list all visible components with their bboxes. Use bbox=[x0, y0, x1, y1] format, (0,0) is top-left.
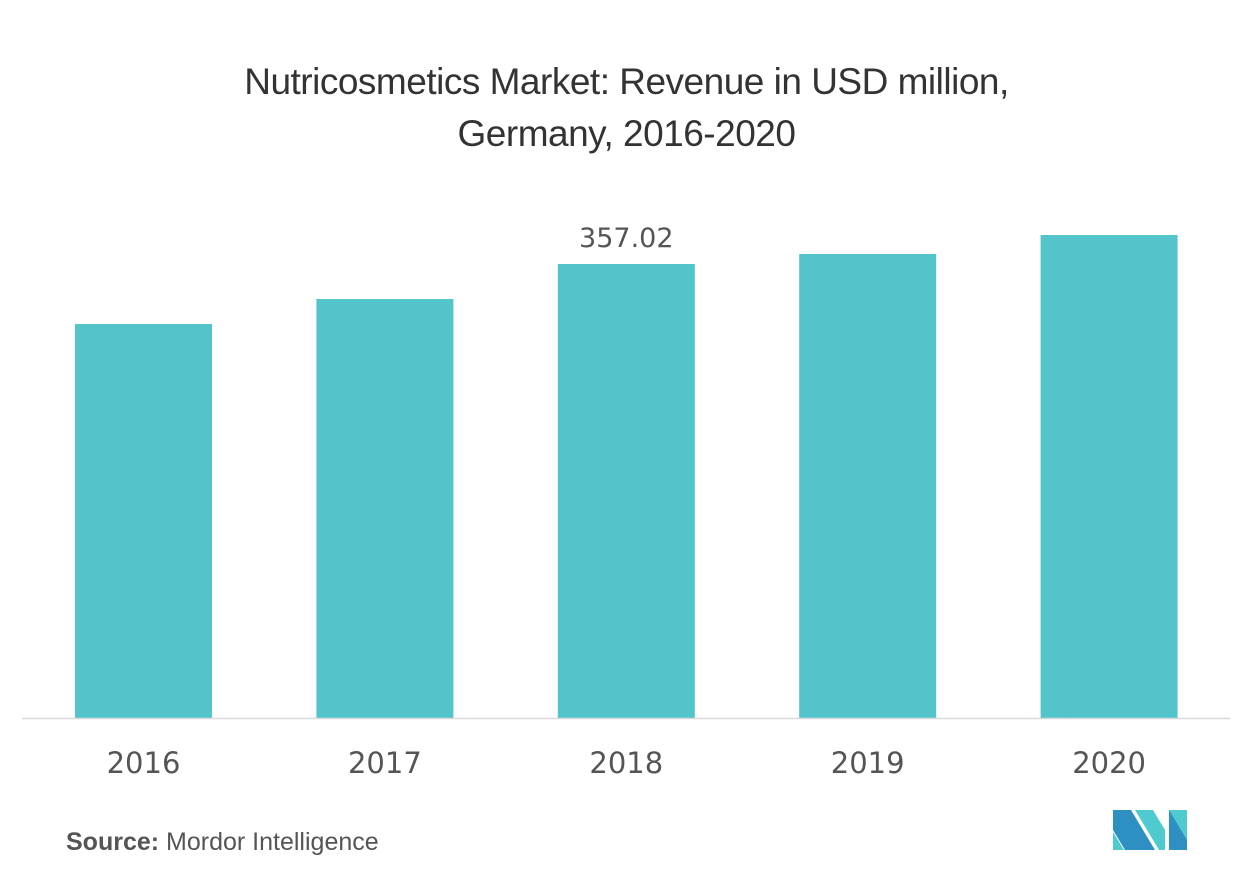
bar-2018 bbox=[557, 264, 695, 718]
bar-2016 bbox=[75, 324, 212, 718]
data-label-2018: 357.02 bbox=[579, 223, 673, 254]
bar-2019 bbox=[799, 253, 937, 718]
source-value: Mordor Intelligence bbox=[166, 828, 379, 856]
mordor-intelligence-logo bbox=[1113, 810, 1187, 850]
bar-2020 bbox=[1040, 235, 1178, 718]
chart-title-line-1: Nutricosmetics Market: Revenue in USD mi… bbox=[244, 61, 1009, 102]
chart-title: Nutricosmetics Market: Revenue in USD mi… bbox=[0, 56, 1253, 160]
bar-2017 bbox=[316, 298, 454, 718]
source-label: Source: bbox=[66, 828, 160, 856]
x-tick-label-2018: 2018 bbox=[589, 746, 663, 780]
x-tick-label-2016: 2016 bbox=[107, 746, 181, 780]
source-note: Source: Mordor Intelligence bbox=[66, 828, 379, 857]
x-tick-label-2020: 2020 bbox=[1072, 746, 1146, 780]
x-tick-label-2019: 2019 bbox=[831, 746, 905, 780]
chart-title-line-2: Germany, 2016-2020 bbox=[457, 113, 796, 154]
x-tick-label-2017: 2017 bbox=[348, 746, 422, 780]
